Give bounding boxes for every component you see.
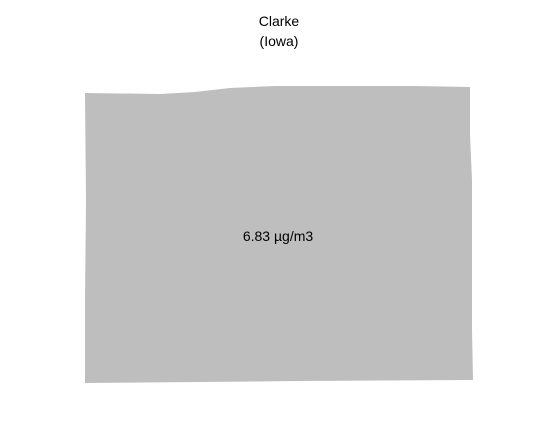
county-shape[interactable] <box>85 86 473 383</box>
county-name: Clarke <box>258 13 300 29</box>
pollution-value-label: 6.83 µg/m3 <box>243 228 314 244</box>
state-name: (Iowa) <box>259 33 299 49</box>
map-title: Clarke (Iowa) <box>0 11 558 51</box>
